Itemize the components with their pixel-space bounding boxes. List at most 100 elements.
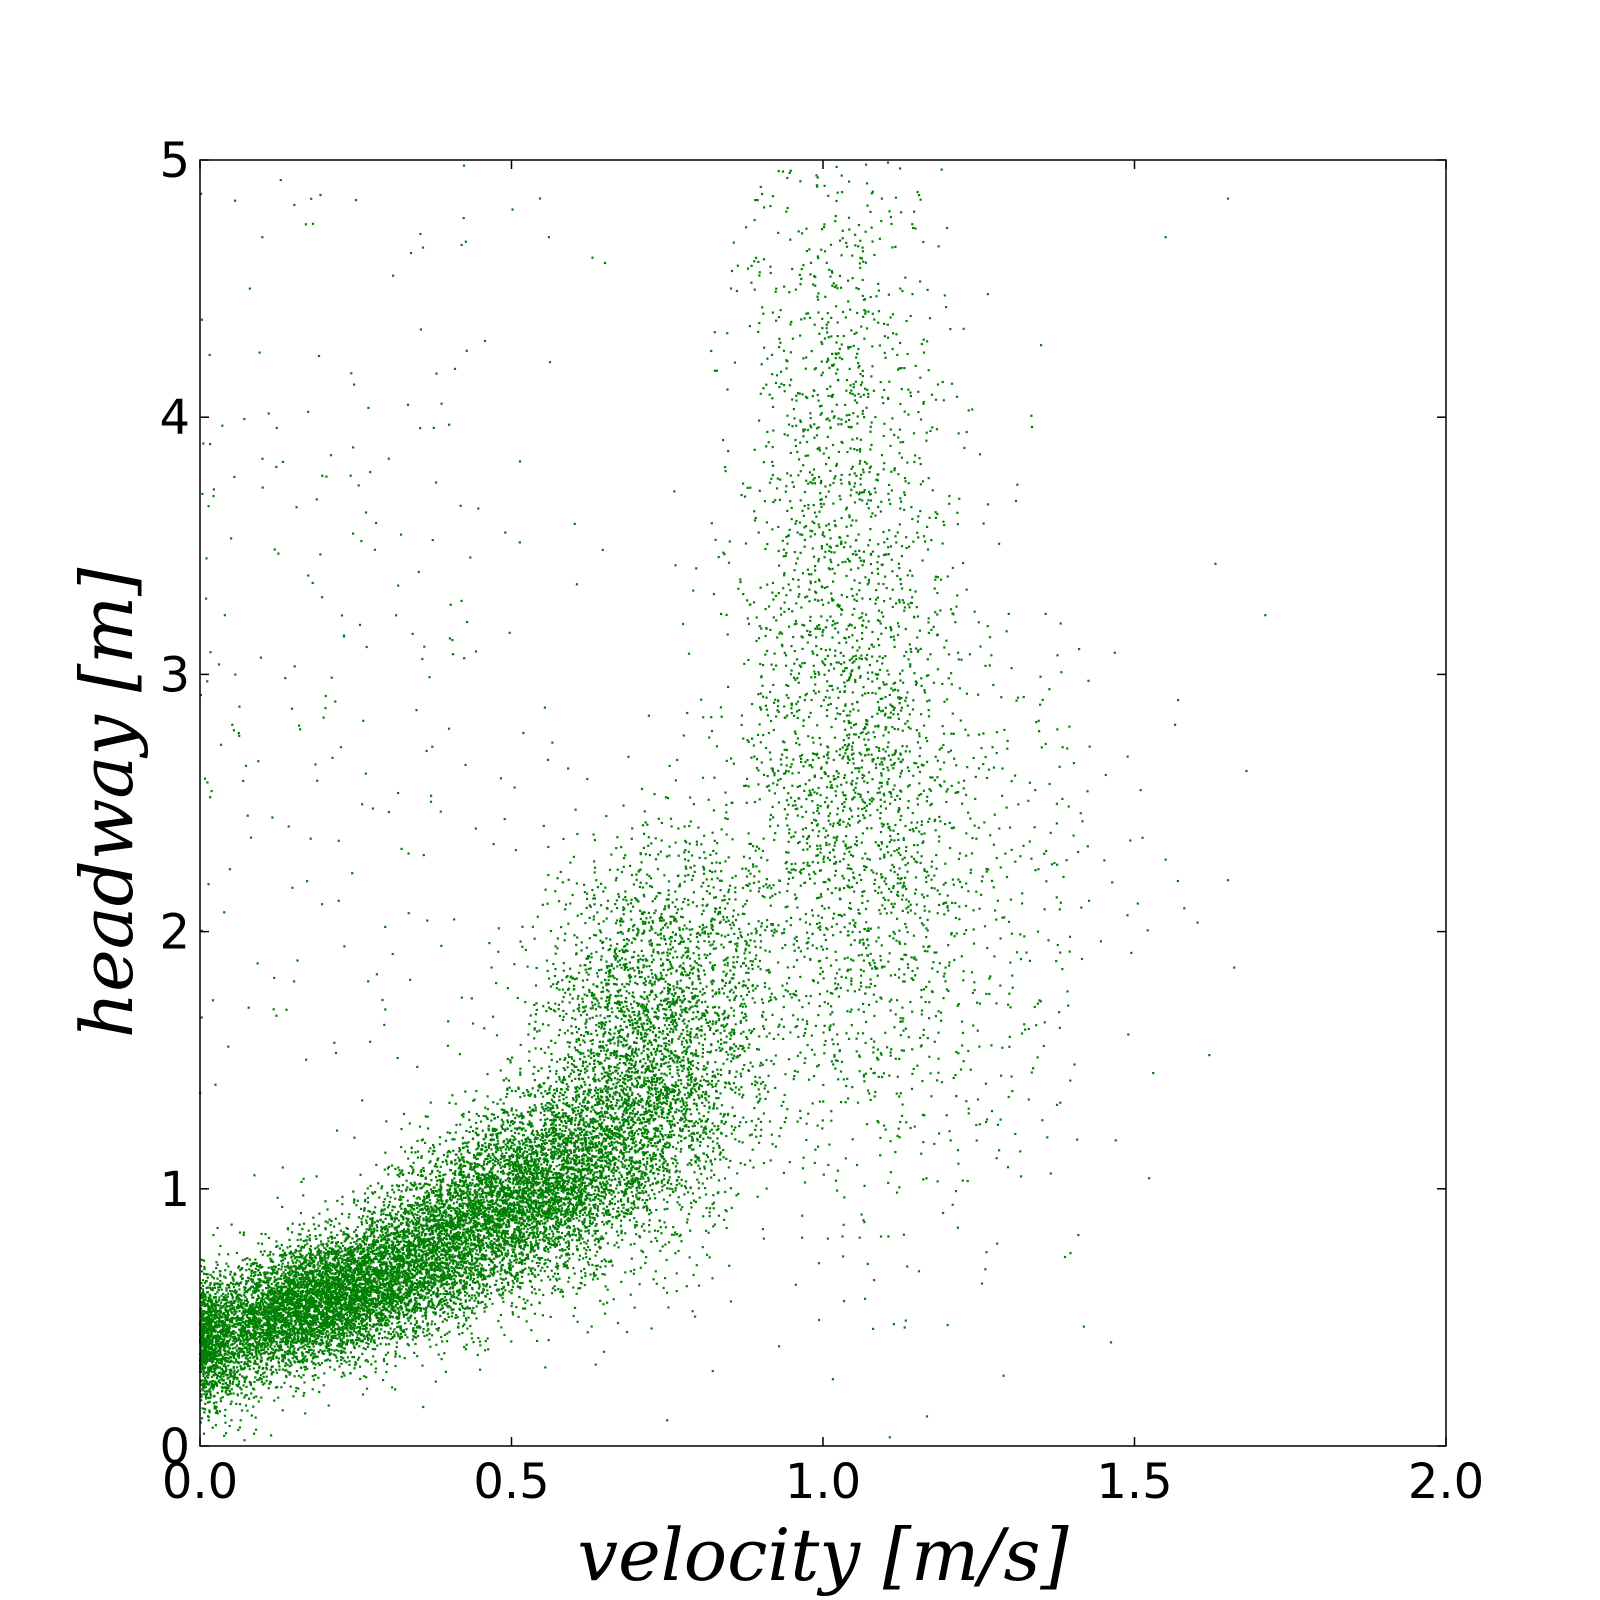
data-point — [367, 1338, 370, 1342]
data-point — [230, 1388, 233, 1391]
data-point — [231, 1277, 234, 1280]
data-point — [304, 1256, 307, 1259]
data-point — [296, 1360, 299, 1363]
data-point — [307, 1342, 310, 1346]
data-point — [334, 1289, 337, 1292]
data-point — [347, 1301, 350, 1304]
data-point — [324, 1332, 327, 1335]
data-point — [336, 1337, 339, 1340]
data-point — [235, 1358, 238, 1361]
data-point — [383, 1208, 386, 1211]
data-point — [318, 1286, 321, 1289]
data-point — [250, 1272, 253, 1275]
data-point — [342, 1244, 345, 1247]
data-point — [338, 1365, 341, 1368]
data-point — [277, 1357, 280, 1360]
data-point — [354, 1320, 357, 1323]
data-point — [451, 1295, 454, 1298]
data-point — [275, 1342, 278, 1346]
data-point — [340, 1375, 343, 1378]
data-point — [452, 1285, 455, 1288]
data-point — [301, 1228, 304, 1231]
data-point — [325, 1260, 328, 1263]
data-point — [444, 1159, 448, 1162]
data-point — [402, 1293, 405, 1296]
data-point — [470, 1277, 473, 1280]
data-point — [252, 1387, 255, 1390]
data-point — [204, 1293, 207, 1296]
data-point — [359, 1365, 362, 1368]
data-point — [504, 1254, 507, 1257]
data-point — [251, 1296, 254, 1299]
data-point — [279, 1288, 282, 1291]
data-point — [326, 1337, 329, 1340]
data-point — [472, 1341, 475, 1344]
data-point — [414, 1336, 417, 1339]
data-point — [241, 1277, 244, 1280]
data-point — [216, 1364, 219, 1367]
data-point — [437, 1329, 440, 1332]
data-point — [427, 1296, 430, 1299]
data-point — [455, 1241, 458, 1244]
data-point — [335, 1348, 338, 1352]
data-point — [399, 1240, 402, 1243]
data-point — [283, 1357, 286, 1360]
data-point — [274, 1325, 277, 1328]
data-point — [389, 1327, 392, 1330]
data-point — [234, 1273, 237, 1276]
data-point — [371, 1347, 374, 1351]
data-point — [283, 1322, 286, 1325]
data-point — [235, 1298, 238, 1301]
data-point — [316, 1278, 319, 1281]
data-point — [303, 1304, 306, 1307]
data-point — [269, 1277, 272, 1280]
data-point — [350, 1301, 353, 1304]
data-point — [297, 1282, 300, 1286]
data-point — [371, 1273, 374, 1276]
data-point — [291, 1222, 294, 1225]
data-point — [202, 1326, 205, 1330]
data-point — [429, 1202, 432, 1205]
data-point — [364, 1348, 367, 1351]
data-point — [265, 1379, 268, 1382]
data-point — [322, 1384, 325, 1387]
data-point — [299, 1249, 303, 1252]
data-point — [265, 1375, 268, 1378]
data-point — [351, 1317, 355, 1321]
data-point — [210, 1310, 214, 1313]
data-point — [322, 1352, 325, 1355]
data-point — [343, 1247, 347, 1250]
data-point — [456, 1325, 460, 1328]
data-point — [223, 1434, 226, 1437]
data-point — [212, 1395, 215, 1398]
data-point — [235, 1310, 238, 1313]
data-point — [402, 1313, 405, 1316]
data-point — [273, 1287, 276, 1290]
data-point — [382, 1212, 385, 1215]
data-point — [459, 1298, 462, 1301]
data-point — [331, 1241, 334, 1244]
data-point — [208, 1310, 211, 1314]
data-point — [366, 1262, 370, 1265]
data-point — [381, 1299, 384, 1302]
data-point — [324, 1220, 327, 1223]
data-point — [329, 1359, 332, 1362]
data-point — [269, 1380, 272, 1383]
data-point — [490, 1232, 493, 1235]
data-point — [228, 1318, 231, 1321]
data-point — [272, 1355, 275, 1358]
data-point — [201, 1270, 204, 1273]
data-point — [366, 1201, 370, 1204]
data-point — [297, 1303, 300, 1306]
data-point — [220, 1373, 223, 1376]
data-point — [201, 1288, 204, 1291]
data-point — [373, 1221, 376, 1224]
data-point — [236, 1349, 239, 1352]
data-point — [225, 1432, 228, 1435]
data-point — [386, 1337, 389, 1340]
data-point — [450, 1315, 453, 1318]
data-point — [309, 1288, 312, 1291]
data-point — [255, 1298, 258, 1301]
data-point — [215, 1401, 218, 1404]
data-point — [250, 1274, 253, 1278]
